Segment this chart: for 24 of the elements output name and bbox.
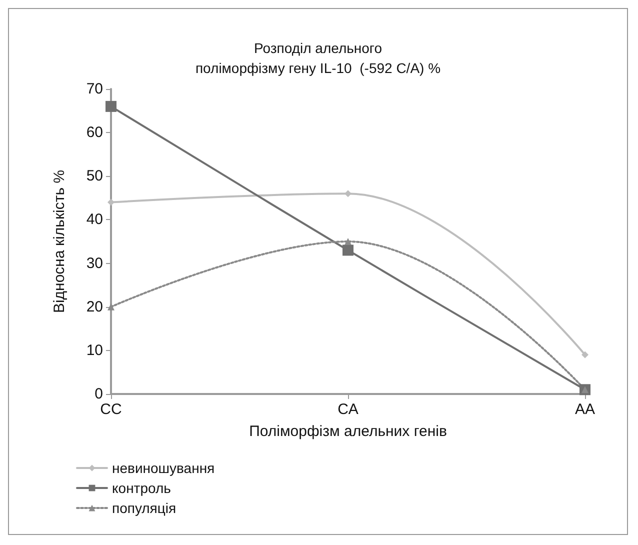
x-tick-label: CA <box>338 401 358 418</box>
x-axis-title: Поліморфізм алельних генів <box>249 423 447 440</box>
y-tick-label: 10 <box>86 342 103 359</box>
legend-label: популяція <box>112 500 176 516</box>
point <box>108 198 114 206</box>
y-tick-label: 0 <box>94 386 103 402</box>
legend-label: контроль <box>112 480 171 496</box>
y-axis-title: Відносна кількість % <box>51 170 68 314</box>
y-tick-label: 20 <box>86 298 103 316</box>
point <box>582 351 588 358</box>
point <box>344 238 352 245</box>
legend-label: невиношування <box>112 460 215 476</box>
y-tick-label: 40 <box>86 211 103 228</box>
y-tick-label: 50 <box>86 168 103 185</box>
y-tick-label: 30 <box>86 254 103 272</box>
point <box>342 244 354 256</box>
x-tick-label: AA <box>574 401 596 418</box>
chart-title: Розподіл алельного поліморфізму гену IL-10 (-592 C/A) % <box>195 40 441 76</box>
y-tick-label: 70 <box>86 80 103 98</box>
y-tick-label: 60 <box>86 124 103 142</box>
point <box>344 190 352 198</box>
point <box>106 100 116 112</box>
point <box>108 303 114 310</box>
x-tick-label: CC <box>100 401 122 418</box>
